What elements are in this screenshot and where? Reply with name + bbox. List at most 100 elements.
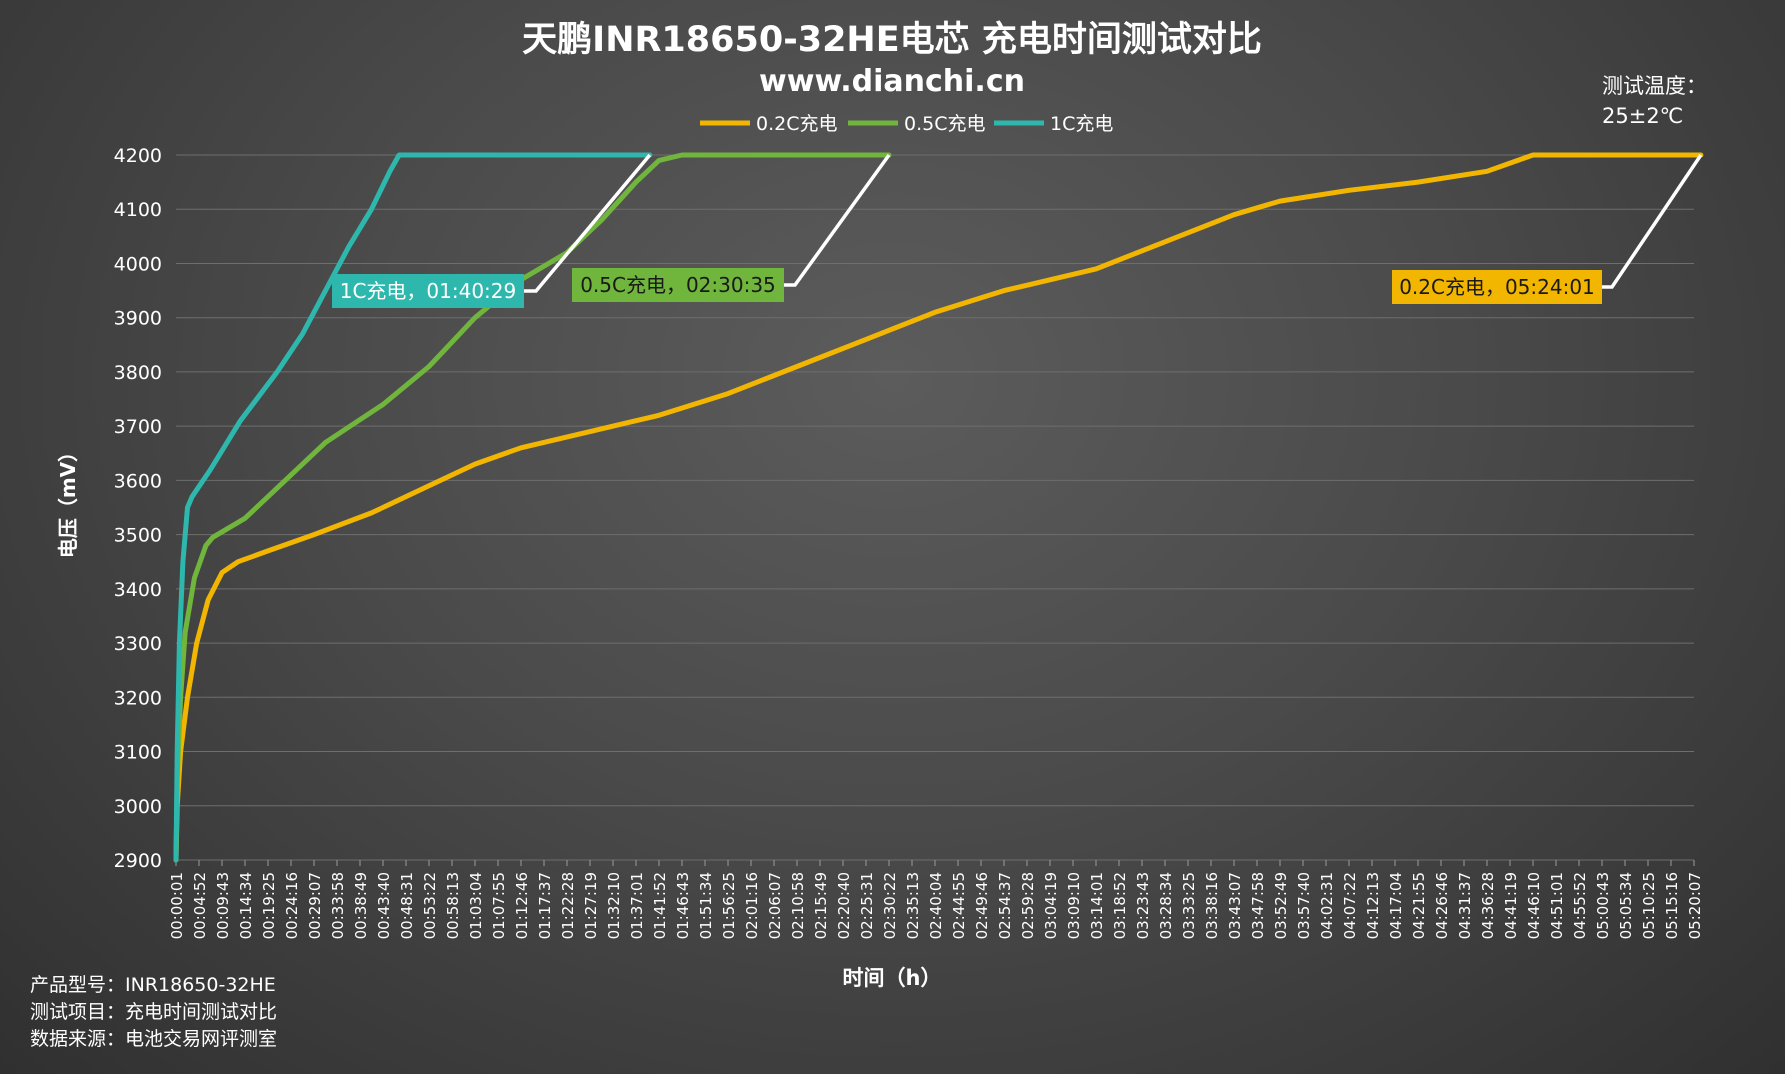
x-tick-label: 00:04:52 [191,872,209,939]
y-tick-label: 4000 [114,253,162,275]
legend-label-1: 0.5C充电 [904,113,985,135]
test-temperature-value: 25±2℃ [1602,104,1684,128]
x-tick-label: 04:36:28 [1479,872,1497,939]
x-tick-label: 04:07:22 [1341,872,1359,939]
y-axis-label: 电压（mV） [56,442,80,558]
chart-title: 天鹏INR18650-32HE电芯 充电时间测试对比 [522,20,1262,60]
x-tick-label: 03:09:10 [1065,872,1083,939]
x-axis-label: 时间（h） [843,966,942,990]
x-tick-label: 04:26:46 [1433,872,1451,939]
y-axis-ticks: 2900 3000 3100 3200 3300 3400 3500 3600 3700 3800… [114,145,162,872]
x-tick-label: 00:09:43 [214,872,232,939]
callout-label-0: 0.2C充电，05:24:01 [1399,275,1595,299]
footer-model: 产品型号：INR18650-32HE [30,974,276,996]
y-tick-label: 3700 [114,416,162,438]
footer-source: 数据来源：电池交易网评测室 [30,1028,278,1050]
x-tick-label: 03:33:25 [1180,872,1198,939]
series-line-0 [173,152,1704,863]
x-tick-label: 04:31:37 [1456,872,1474,939]
x-tick-label: 00:53:22 [421,872,439,939]
callout-label-2: 1C充电，01:40:29 [340,279,517,303]
x-tick-label: 04:12:13 [1364,872,1382,939]
x-tick-label: 02:06:07 [766,872,784,939]
x-tick-label: 04:17:04 [1387,872,1405,939]
callout-leader-1 [784,153,891,287]
x-tick-label: 03:18:52 [1111,872,1129,939]
x-tick-label: 01:07:55 [490,872,508,939]
x-tick-label: 01:51:34 [697,872,715,939]
x-tick-label: 02:54:37 [996,872,1014,939]
x-tick-label: 03:52:49 [1272,872,1290,939]
callout-box-1 [572,268,784,302]
callout-leader-2 [524,153,652,293]
callouts: 0.2C充电，05:24:01 0.5C充电，02:30:35 1C充电，01:40… [332,153,1703,308]
x-axis-ticks: 00:00:01 00:04:52 00:09:43 00:14:34 00:19:25… [168,860,1704,939]
legend: 0.2C充电 0.5C充电 1C充电 [700,113,1113,135]
x-tick-label: 04:46:10 [1525,872,1543,939]
x-tick-label: 01:41:52 [651,872,669,939]
callout-box-2 [332,274,524,308]
x-tick-label: 01:17:37 [536,872,554,939]
x-tick-label: 02:10:58 [789,872,807,939]
x-tick-label: 05:20:07 [1686,872,1704,939]
x-tick-label: 03:38:16 [1203,872,1221,939]
y-tick-label: 3400 [114,579,162,601]
x-tick-label: 03:57:40 [1295,872,1313,939]
legend-label-2: 1C充电 [1050,113,1113,135]
y-tick-label: 3500 [114,525,162,547]
x-tick-label: 04:55:52 [1571,872,1589,939]
x-tick-label: 04:51:01 [1548,872,1566,939]
x-tick-label: 03:47:58 [1249,872,1267,939]
x-tick-label: 03:14:01 [1088,872,1106,939]
y-tick-label: 4100 [114,199,162,221]
test-temperature-label: 测试温度： [1602,74,1707,98]
x-tick-label: 05:10:25 [1640,872,1658,939]
y-tick-label: 4200 [114,145,162,167]
x-tick-label: 02:49:46 [973,872,991,939]
y-tick-label: 3900 [114,308,162,330]
y-tick-label: 3100 [114,742,162,764]
x-tick-label: 01:03:04 [467,872,485,939]
x-tick-label: 01:22:28 [559,872,577,939]
callout-box-0 [1392,270,1602,304]
x-tick-label: 05:05:34 [1617,872,1635,939]
x-tick-label: 00:19:25 [260,872,278,939]
x-tick-label: 03:43:07 [1226,872,1244,939]
chart-subtitle: www.dianchi.cn [759,64,1025,99]
x-tick-label: 02:35:13 [904,872,922,939]
x-tick-label: 00:38:49 [352,872,370,939]
x-tick-label: 02:25:31 [858,872,876,939]
series-lines [173,152,1704,863]
x-tick-label: 01:27:19 [582,872,600,939]
x-tick-label: 00:43:40 [375,872,393,939]
footer-item: 测试项目：充电时间测试对比 [30,1001,278,1023]
x-tick-label: 00:14:34 [237,872,255,939]
x-tick-label: 00:24:16 [283,872,301,939]
x-tick-label: 03:04:19 [1042,872,1060,939]
x-tick-label: 01:56:25 [720,872,738,939]
x-tick-label: 00:33:58 [329,872,347,939]
x-tick-label: 01:46:43 [674,872,692,939]
x-tick-label: 01:32:10 [605,872,623,939]
legend-label-0: 0.2C充电 [756,113,837,135]
x-tick-label: 05:00:43 [1594,872,1612,939]
x-tick-label: 05:15:16 [1663,872,1681,939]
x-tick-label: 02:44:55 [950,872,968,939]
x-tick-label: 02:15:49 [812,872,830,939]
x-tick-label: 03:23:43 [1134,872,1152,939]
grid-lines [176,154,1694,861]
x-tick-label: 01:37:01 [628,872,646,939]
y-tick-label: 2900 [114,850,162,872]
y-tick-label: 3000 [114,796,162,818]
x-tick-label: 00:00:01 [168,872,186,939]
x-tick-label: 02:40:04 [927,872,945,939]
x-tick-label: 04:41:19 [1502,872,1520,939]
x-tick-label: 00:48:31 [398,872,416,939]
y-tick-label: 3600 [114,470,162,492]
x-tick-label: 04:02:31 [1318,872,1336,939]
y-tick-label: 3300 [114,633,162,655]
x-tick-label: 02:20:40 [835,872,853,939]
x-tick-label: 00:29:07 [306,872,324,939]
x-tick-label: 01:12:46 [513,872,531,939]
